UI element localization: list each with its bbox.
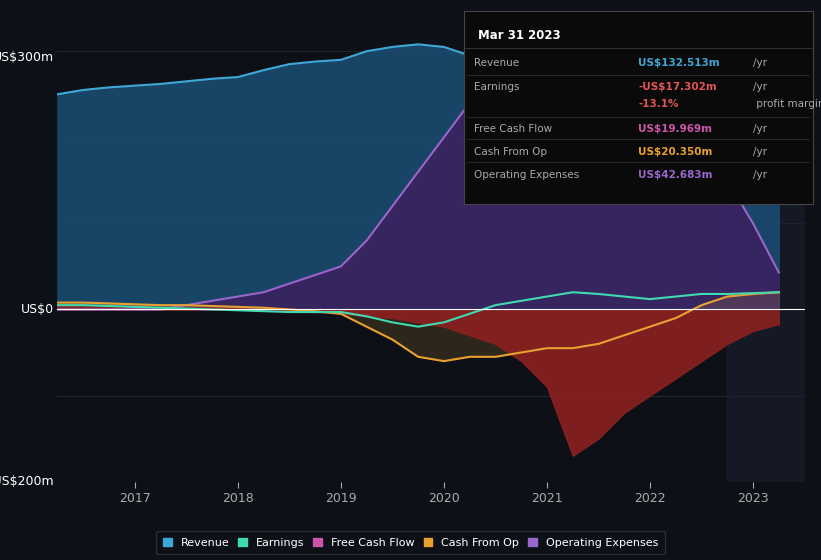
Text: /yr: /yr [754,58,768,68]
Text: -13.1%: -13.1% [639,99,679,109]
Text: Mar 31 2023: Mar 31 2023 [478,29,561,41]
Text: US$132.513m: US$132.513m [639,58,720,68]
Text: Revenue: Revenue [475,58,520,68]
Text: Earnings: Earnings [475,82,520,91]
Text: US$0: US$0 [21,303,53,316]
Text: /yr: /yr [754,82,768,91]
Text: /yr: /yr [754,124,768,134]
Text: /yr: /yr [754,170,768,180]
Text: profit margin: profit margin [754,99,821,109]
Bar [727,17,805,482]
Text: -US$200m: -US$200m [0,475,53,488]
Text: US$42.683m: US$42.683m [639,170,713,180]
Text: Cash From Op: Cash From Op [475,147,548,157]
Text: /yr: /yr [754,147,768,157]
Text: Operating Expenses: Operating Expenses [475,170,580,180]
Text: US$19.969m: US$19.969m [639,124,713,134]
Text: US$20.350m: US$20.350m [639,147,713,157]
Legend: Revenue, Earnings, Free Cash Flow, Cash From Op, Operating Expenses: Revenue, Earnings, Free Cash Flow, Cash … [156,531,665,554]
Text: -US$17.302m: -US$17.302m [639,82,717,91]
Text: Free Cash Flow: Free Cash Flow [475,124,553,134]
Text: US$300m: US$300m [0,51,53,64]
